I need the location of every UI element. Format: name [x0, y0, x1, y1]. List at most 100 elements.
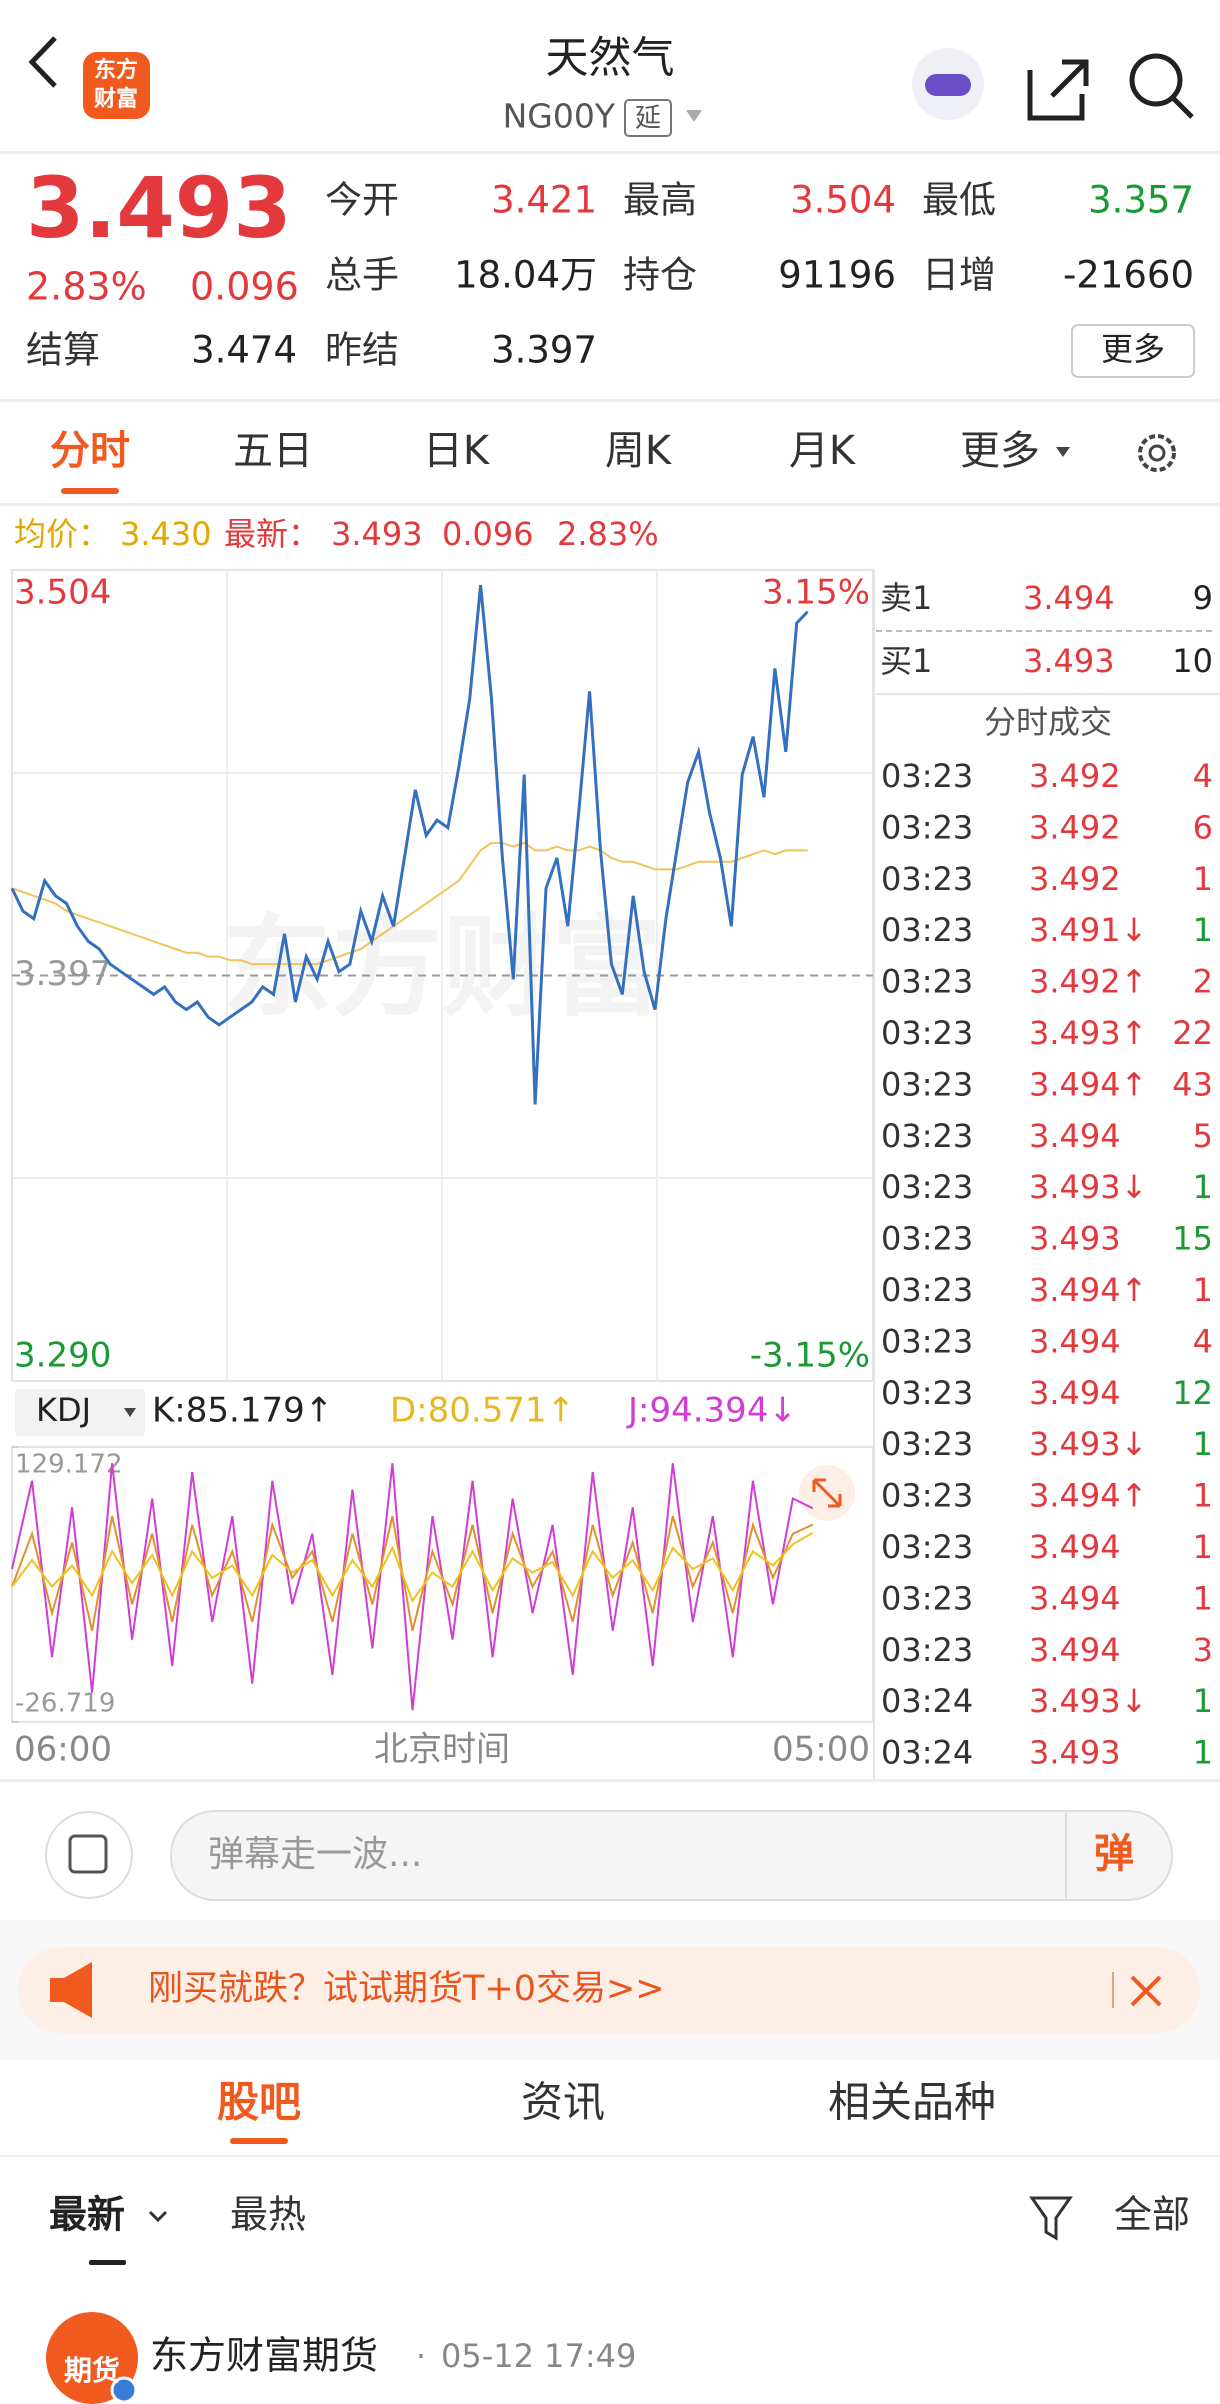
- logo: [83, 52, 150, 119]
- tab[interactable]: 日K: [423, 428, 491, 474]
- tab[interactable]: 更多: [960, 428, 1040, 474]
- danmaku-button[interactable]: 弹: [1094, 1831, 1134, 1877]
- field-value: 3.357: [1088, 179, 1194, 222]
- separator: ·: [416, 2337, 426, 2375]
- book-price: 3.493: [1023, 642, 1115, 680]
- trade-volume: 1: [1193, 1271, 1213, 1309]
- tab[interactable]: 五日: [233, 428, 313, 474]
- banner[interactable]: [18, 1947, 1200, 2033]
- kdj-selector[interactable]: [15, 1389, 145, 1436]
- trade-price: 3.493↑: [1029, 1014, 1147, 1052]
- kdj-arrow: [124, 1408, 136, 1417]
- change-value: 0.096: [442, 515, 534, 553]
- divider: [0, 503, 1220, 506]
- trade-time: 03:23: [881, 1014, 973, 1052]
- delay-tag: 延: [635, 104, 661, 134]
- filter-tab[interactable]: 最新: [49, 2193, 125, 2237]
- instrument-code: NG00Y: [503, 97, 616, 136]
- trade-volume: 4: [1193, 1322, 1213, 1360]
- trade-time: 03:23: [881, 1220, 973, 1258]
- avg-label: 均价：: [14, 515, 110, 553]
- more-button-label[interactable]: 更多: [1101, 330, 1165, 368]
- avatar-text: 期货: [64, 2354, 120, 2387]
- y-tick-label: 3.504: [14, 573, 111, 613]
- trade-price: 3.493: [1029, 1734, 1121, 1772]
- trade-volume: 6: [1193, 808, 1213, 846]
- field-value: -21660: [1063, 254, 1194, 297]
- trade-price: 3.494: [1029, 1528, 1121, 1566]
- logo-text: 东方: [94, 57, 138, 83]
- field-value: 18.04万: [454, 254, 597, 297]
- trade-price: 3.492: [1029, 860, 1121, 898]
- comment-settings[interactable]: [45, 1811, 133, 1899]
- filter-icon[interactable]: [1029, 2196, 1073, 2241]
- y-tick-label: -26.719: [15, 1689, 115, 1719]
- delay-tag-box: [624, 99, 672, 137]
- comment-placeholder[interactable]: 弹幕走一波...: [208, 1834, 422, 1875]
- share-button[interactable]: [1027, 59, 1089, 121]
- last-label: 最新：: [224, 515, 320, 553]
- tab[interactable]: 月K: [789, 428, 857, 474]
- kdj-line: [11, 1463, 814, 1711]
- comment-input[interactable]: [170, 1810, 1173, 1901]
- trade-price: 3.493: [1029, 1220, 1121, 1258]
- tab[interactable]: 周K: [605, 428, 673, 474]
- field-value: 3.421: [491, 179, 597, 222]
- trade-price: 3.492↑: [1029, 963, 1147, 1001]
- filter-tab[interactable]: 最热: [230, 2193, 306, 2237]
- trade-time: 03:23: [881, 1168, 973, 1206]
- trade-volume: 1: [1193, 1579, 1213, 1617]
- verified-badge: [110, 2376, 138, 2404]
- trade-volume: 1: [1193, 1528, 1213, 1566]
- divider: [0, 2155, 1220, 2157]
- change-amount: 0.096: [190, 265, 299, 309]
- book-volume: 9: [1193, 579, 1213, 617]
- trade-time: 03:23: [881, 1528, 973, 1566]
- x-axis-title: 北京时间: [374, 1730, 510, 1770]
- watermark: 东方财富: [222, 903, 662, 1031]
- x-axis-end: 05:00: [772, 1730, 870, 1770]
- logo-text: 财富: [94, 86, 138, 112]
- banner-close[interactable]: [1130, 1975, 1162, 2007]
- trade-volume: 3: [1193, 1631, 1213, 1669]
- trade-time: 03:24: [881, 1734, 973, 1772]
- comment-icon: [68, 1834, 108, 1874]
- section-tab[interactable]: 股吧: [217, 2078, 301, 2127]
- indicator-selector[interactable]: KDJ: [36, 1391, 91, 1429]
- trade-volume: 1: [1193, 1168, 1213, 1206]
- section-tab[interactable]: 相关品种: [828, 2078, 996, 2127]
- back-button[interactable]: [28, 36, 57, 88]
- trade-time: 03:24: [881, 1682, 973, 1720]
- sort-arrow[interactable]: [148, 2210, 168, 2223]
- dropdown-arrow[interactable]: [686, 110, 702, 122]
- divider: [0, 399, 1220, 402]
- field-value: 91196: [778, 254, 896, 297]
- more-button[interactable]: [1071, 324, 1195, 378]
- trade-time: 03:23: [881, 1425, 973, 1463]
- book-label: 卖1: [880, 579, 932, 617]
- trade-volume: 1: [1193, 911, 1213, 949]
- active-tab-underline: [61, 488, 119, 494]
- y2-tick-label: 3.15%: [762, 573, 870, 613]
- banner-text[interactable]: 刚买就跌？试试期货T+0交易>>: [148, 1969, 665, 2009]
- field-label: 日增: [922, 254, 996, 297]
- trade-time: 03:23: [881, 963, 973, 1001]
- post-time: 05-12 17:49: [441, 2337, 636, 2375]
- search-button[interactable]: [1129, 53, 1183, 107]
- kdj-line: [11, 1515, 814, 1632]
- trade-time: 03:23: [881, 1477, 973, 1515]
- trade-price: 3.493↓: [1029, 1168, 1147, 1206]
- trade-price: 3.494↑: [1029, 1477, 1147, 1515]
- settings-button[interactable]: [1138, 434, 1176, 472]
- trade-price: 3.492: [1029, 808, 1121, 846]
- trade-volume: 1: [1193, 860, 1213, 898]
- last-price: 3.493: [26, 159, 292, 257]
- trade-time: 03:23: [881, 911, 973, 949]
- tab[interactable]: 分时: [50, 428, 130, 474]
- filter-all[interactable]: 全部: [1114, 2193, 1190, 2237]
- last-value: 3.493: [331, 515, 423, 553]
- section-tab[interactable]: 资讯: [521, 2078, 605, 2127]
- post-author[interactable]: 东方财富期货: [150, 2334, 378, 2378]
- trade-price: 3.494: [1029, 1374, 1121, 1412]
